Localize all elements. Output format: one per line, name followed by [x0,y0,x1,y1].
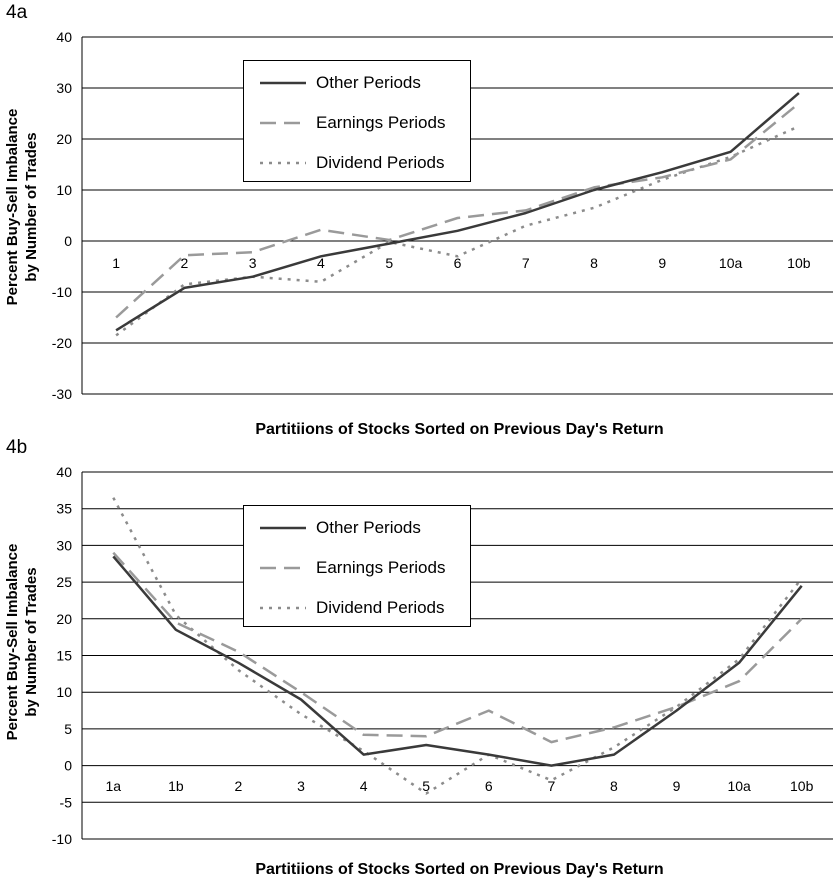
x-tick-label: 6 [485,778,493,794]
x-tick-label: 2 [235,778,243,794]
y-tick-label: 0 [64,233,72,249]
y-tick-label: -30 [52,386,72,402]
legend-item-other: Other Periods [244,73,421,93]
legend-swatch-solid [260,81,306,85]
chart-plot-4b: -10 -5 0 5 10 15 20 25 30 35 40 1a 1b 2 3 4 5 6 7 8 9 10a 10b [52,464,833,847]
chart-plot-4a: -30 -20 -10 0 10 20 30 40 1 2 3 4 5 6 7 8 9 10a 10b [52,29,833,402]
x-tick-label: 8 [610,778,618,794]
x-tick-label: 1b [168,778,184,794]
chart-panel-4a: 4a Percent Buy-Sell Imbalance by Number … [4,2,833,438]
legend-swatch-solid [260,526,306,530]
legend-label: Dividend Periods [316,598,445,617]
legend: Other Periods Earnings Periods Dividend … [243,60,471,182]
x-axis-label: Partitiions of Stocks Sorted on Previous… [255,861,664,878]
legend-label: Other Periods [316,73,421,92]
y-tick-label: 10 [56,684,72,700]
y-tick-label: 20 [56,131,72,147]
y-tick-label: -20 [52,335,72,351]
panel-label: 4a [6,2,28,23]
x-tick-label: 10b [787,255,811,271]
x-tick-label: 7 [522,255,530,271]
y-tick-label: 20 [56,611,72,627]
y-tick-label: -5 [60,794,73,810]
x-axis-label: Partitiions of Stocks Sorted on Previous… [255,421,664,438]
chart-panel-4b: 4b Percent Buy-Sell Imbalance by Number … [0,437,839,885]
x-tick-label: 3 [297,778,305,794]
x-tick-label: 1a [106,778,122,794]
legend-label: Earnings Periods [316,113,446,132]
x-tick-label: 5 [385,255,393,271]
legend: Other Periods Earnings Periods Dividend … [243,505,471,627]
x-tick-label: 5 [422,778,430,794]
y-tick-label: 25 [56,574,72,590]
legend-swatch-dashed [260,121,306,125]
legend-item-earnings: Earnings Periods [244,113,445,133]
x-tick-label: 10a [719,255,743,271]
x-tick-label: 8 [590,255,598,271]
legend-label: Other Periods [316,518,421,537]
y-tick-label: 35 [56,501,72,517]
x-tick-label: 4 [360,778,368,794]
legend-item-other: Other Periods [244,518,421,538]
legend-item-dividend: Dividend Periods [244,598,445,618]
y-tick-label: -10 [52,831,72,847]
x-tick-label: 10b [790,778,814,794]
legend-label: Earnings Periods [316,558,446,577]
legend-swatch-dotted [260,606,306,610]
x-tick-label: 6 [454,255,462,271]
y-tick-label: 40 [56,464,72,480]
x-tick-label: 7 [547,778,555,794]
legend-swatch-dotted [260,161,306,165]
series-line-dotted [112,497,803,795]
x-tick-label: 1 [112,255,120,271]
y-tick-label: 30 [56,80,72,96]
y-tick-label: 40 [56,29,72,45]
legend-label: Dividend Periods [316,153,445,172]
x-tick-label: 9 [673,778,681,794]
y-tick-label: 15 [56,648,72,664]
panel-label: 4b [6,437,28,458]
legend-item-earnings: Earnings Periods [244,558,445,578]
series-line-dashed [115,102,800,319]
y-tick-label: 5 [64,721,72,737]
y-tick-label: 30 [56,537,72,553]
x-tick-label: 3 [249,255,257,271]
legend-item-dividend: Dividend Periods [244,153,445,173]
y-tick-label: 10 [56,182,72,198]
x-tick-label: 4 [317,255,325,271]
y-tick-label: -10 [52,284,72,300]
y-tick-label: 0 [64,758,72,774]
x-tick-label: 2 [181,255,189,271]
legend-swatch-dashed [260,566,306,570]
x-tick-label: 9 [658,255,666,271]
x-tick-label: 10a [727,778,751,794]
series-line-solid [112,555,803,767]
